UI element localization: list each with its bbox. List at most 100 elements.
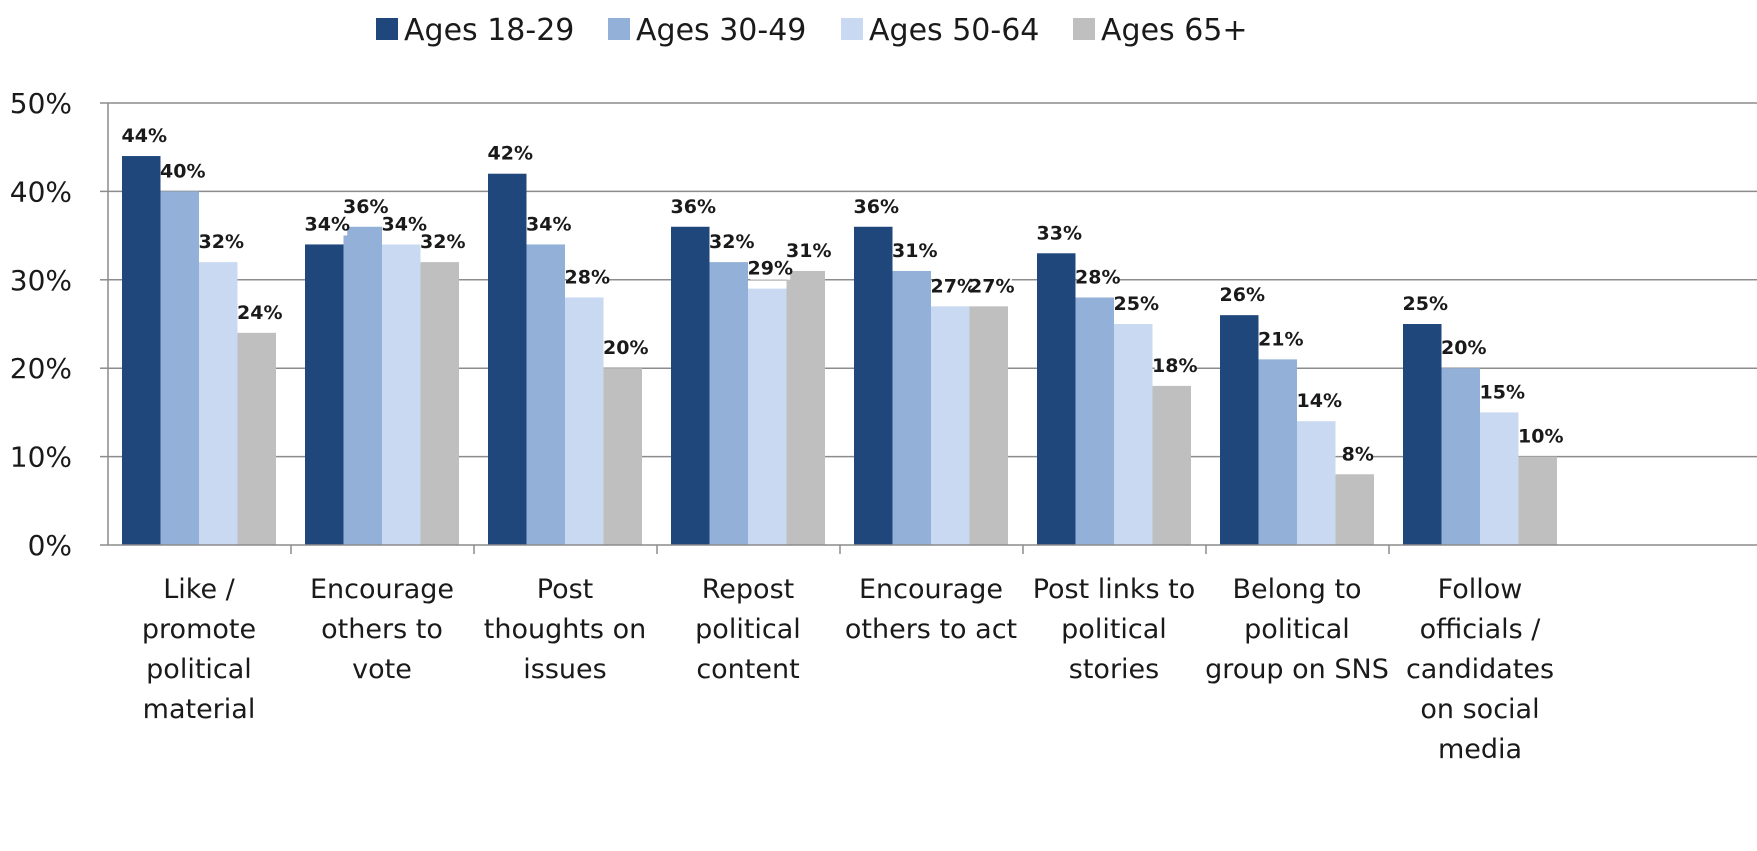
bar	[1258, 359, 1297, 545]
data-label: 33%	[1037, 222, 1082, 244]
bar	[854, 226, 893, 545]
data-label: 14%	[1297, 390, 1342, 412]
bar	[969, 306, 1008, 545]
bar	[748, 288, 787, 545]
bars	[122, 156, 1557, 546]
data-label: 20%	[603, 337, 648, 359]
data-label: 20%	[1441, 337, 1486, 359]
bar	[892, 270, 931, 545]
category-label: Post links to political stories	[1033, 574, 1196, 685]
category-label: Encourage others to vote	[310, 574, 454, 685]
data-label: 18%	[1152, 355, 1197, 377]
category-label: Post thoughts on issues	[484, 574, 646, 685]
legend-swatch	[841, 18, 863, 40]
bar	[1075, 297, 1114, 545]
bar	[1518, 456, 1557, 545]
data-label: 44%	[122, 125, 167, 147]
legend-swatch	[608, 18, 630, 40]
data-label-bg	[1077, 266, 1118, 289]
legend-label: Ages 65+	[1101, 13, 1248, 48]
data-label-bg	[528, 213, 569, 236]
data-label-bg	[1260, 328, 1301, 351]
data-label: 34%	[382, 213, 427, 235]
bar	[1480, 412, 1519, 545]
data-label: 34%	[305, 213, 350, 235]
data-label-bg	[1039, 222, 1080, 245]
legend-label: Ages 18-29	[404, 13, 574, 48]
y-axis: 0% 10% 20% 30% 40% 50%	[10, 87, 109, 562]
data-label: 15%	[1480, 381, 1525, 403]
data-label-bg	[1343, 443, 1372, 466]
data-label-bg	[711, 231, 752, 254]
data-label: 36%	[343, 196, 388, 218]
bar	[931, 306, 970, 545]
bar	[1037, 253, 1076, 545]
data-label: 34%	[526, 213, 571, 235]
data-label: 40%	[160, 160, 205, 182]
data-label-bg	[1443, 337, 1484, 360]
data-label: 32%	[199, 231, 244, 253]
data-label-bg	[307, 213, 348, 236]
data-label-bg	[894, 239, 935, 262]
data-label-bg	[124, 125, 165, 148]
data-label: 31%	[892, 240, 937, 262]
bar	[1297, 421, 1336, 545]
legend-label: Ages 30-49	[636, 13, 806, 48]
y-tick-label: 50%	[10, 87, 72, 120]
data-label-bg	[673, 195, 714, 218]
category-label: Repost political content	[695, 574, 801, 685]
bar	[199, 262, 238, 545]
category-label: Belong to political group on SNS	[1205, 574, 1389, 685]
bar	[1220, 315, 1259, 545]
data-label: 10%	[1518, 426, 1563, 448]
data-label-bg	[971, 275, 1012, 298]
y-tick-label: 10%	[10, 441, 72, 474]
bar	[488, 173, 527, 545]
data-labels: 44%34%42%36% 36%33%26% 25%40%36%34%32% 31%2…	[122, 125, 1563, 466]
data-label: 27%	[969, 275, 1014, 297]
data-label-bg	[605, 337, 646, 360]
data-label: 32%	[709, 231, 754, 253]
data-label-bg	[788, 239, 829, 262]
data-label: 32%	[420, 231, 465, 253]
data-label: 25%	[1403, 293, 1448, 315]
y-tick-label: 20%	[10, 352, 72, 385]
y-tick-label: 40%	[10, 175, 72, 208]
data-label-bg	[384, 213, 425, 236]
bar	[237, 332, 276, 545]
data-label: 42%	[488, 143, 533, 165]
data-label-bg	[1482, 381, 1523, 404]
data-label-bg	[422, 231, 463, 254]
bar	[565, 297, 604, 545]
bar	[160, 191, 199, 545]
bar	[122, 156, 161, 546]
data-label: 8%	[1342, 443, 1374, 465]
data-label-bg	[239, 301, 280, 324]
data-label-bg	[567, 266, 608, 289]
bar	[1335, 474, 1374, 545]
bar	[1114, 324, 1153, 545]
category-label: Like / promote political material	[142, 574, 256, 725]
data-label-bg	[345, 195, 386, 218]
data-label: 28%	[565, 266, 610, 288]
bar	[709, 262, 748, 545]
data-label-bg	[162, 160, 203, 183]
bar	[382, 244, 421, 545]
data-label: 36%	[671, 196, 716, 218]
legend-swatch	[1073, 18, 1095, 40]
data-label-bg	[856, 195, 897, 218]
bar	[603, 368, 642, 545]
data-label-bg	[201, 231, 242, 254]
data-label: 31%	[786, 240, 831, 262]
category-label: Follow officials / candidates on social medi…	[1406, 574, 1554, 765]
data-label: 25%	[1114, 293, 1159, 315]
data-label: 29%	[748, 258, 793, 280]
data-label-bg	[1299, 390, 1340, 413]
y-tick-label: 30%	[10, 264, 72, 297]
data-label-bg	[750, 257, 791, 280]
data-label: 36%	[854, 196, 899, 218]
data-label: 21%	[1258, 328, 1303, 350]
data-label-bg	[490, 142, 531, 165]
category-label: Encourage others to act	[845, 574, 1017, 645]
